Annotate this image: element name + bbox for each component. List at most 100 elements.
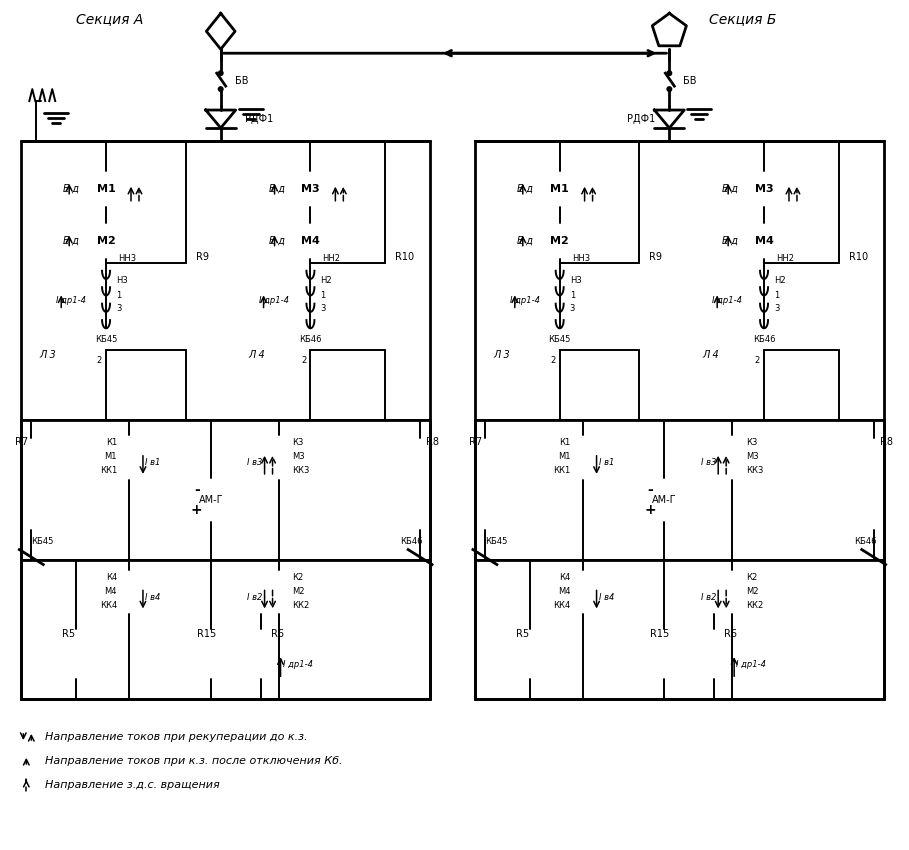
Text: М4: М4 (754, 235, 774, 246)
Text: К2: К2 (293, 573, 304, 582)
Text: 1: 1 (570, 291, 574, 300)
Circle shape (643, 478, 686, 522)
Text: РДФ1: РДФ1 (245, 114, 273, 124)
Text: 3: 3 (116, 304, 122, 313)
Bar (746, 328, 782, 350)
Circle shape (88, 223, 124, 258)
Text: Направление токов при рекуперации до к.з.: Направление токов при рекуперации до к.з… (45, 732, 308, 742)
Bar (270, 570, 287, 615)
Text: R15: R15 (651, 629, 670, 639)
Circle shape (102, 254, 110, 263)
Circle shape (306, 167, 315, 175)
Text: R7: R7 (15, 437, 28, 447)
Text: I др1-4: I др1-4 (283, 660, 313, 669)
Text: КБ45: КБ45 (484, 537, 507, 546)
Text: 2: 2 (551, 355, 555, 365)
Text: М2: М2 (746, 587, 759, 596)
Text: М4: М4 (301, 235, 320, 246)
Text: М2: М2 (550, 235, 569, 246)
Text: I в3: I в3 (247, 458, 263, 468)
Text: I в4: I в4 (145, 593, 160, 602)
Text: АМ-Г: АМ-Г (198, 495, 223, 505)
Text: Е д: Е д (722, 235, 738, 246)
Text: I в2: I в2 (247, 593, 263, 602)
Bar (708, 629, 720, 679)
Text: М1: М1 (96, 184, 115, 194)
Circle shape (306, 218, 315, 227)
Text: I др1-4: I др1-4 (258, 296, 288, 305)
Circle shape (293, 223, 328, 258)
Text: R9: R9 (649, 252, 663, 262)
Circle shape (88, 171, 124, 207)
Text: М2: М2 (293, 587, 305, 596)
Text: -: - (194, 483, 200, 496)
Bar (542, 328, 577, 350)
Text: +: + (191, 502, 203, 517)
Bar (379, 263, 391, 350)
Text: Е д: Е д (517, 235, 533, 246)
Text: АМ-Г: АМ-Г (652, 495, 676, 505)
Text: К1: К1 (105, 439, 117, 447)
Text: Л 4: Л 4 (703, 350, 719, 360)
Circle shape (218, 71, 224, 76)
Text: R10: R10 (849, 252, 868, 262)
Circle shape (746, 171, 782, 207)
Text: КБ46: КБ46 (854, 537, 876, 546)
Text: К2: К2 (746, 573, 757, 582)
Circle shape (542, 171, 577, 207)
Text: М3: М3 (746, 452, 759, 462)
Text: К3: К3 (293, 439, 304, 447)
Text: НН2: НН2 (776, 254, 794, 263)
Bar (293, 328, 328, 350)
Text: Е д: Е д (722, 184, 738, 194)
Text: КБ45: КБ45 (548, 335, 571, 343)
Text: БВ: БВ (684, 76, 697, 86)
Circle shape (666, 86, 673, 92)
Text: НН3: НН3 (118, 254, 136, 263)
Bar (524, 629, 535, 679)
Text: 3: 3 (774, 304, 779, 313)
Circle shape (306, 203, 315, 211)
Circle shape (102, 167, 110, 175)
Text: R9: R9 (195, 252, 209, 262)
Text: R10: R10 (395, 252, 415, 262)
Text: М3: М3 (293, 452, 305, 462)
Text: НН2: НН2 (323, 254, 340, 263)
Text: Направление з.д.с. вращения: Направление з.д.с. вращения (45, 779, 220, 790)
Text: R8: R8 (426, 437, 439, 447)
Circle shape (760, 254, 768, 263)
Text: Л 3: Л 3 (493, 350, 510, 360)
Circle shape (760, 167, 768, 175)
Text: М4: М4 (105, 587, 117, 596)
Bar (658, 629, 670, 679)
Bar (415, 438, 426, 530)
Bar (574, 435, 592, 479)
Text: I др1-4: I др1-4 (736, 660, 766, 669)
Text: К1: К1 (559, 439, 571, 447)
Text: R8: R8 (880, 437, 893, 447)
Text: К4: К4 (105, 573, 117, 582)
Text: R5: R5 (515, 629, 529, 639)
Text: Е д: Е д (268, 184, 285, 194)
Text: Н2: Н2 (320, 276, 332, 285)
Text: I в1: I в1 (145, 458, 160, 468)
Circle shape (189, 478, 233, 522)
Text: I др1-4: I др1-4 (713, 296, 743, 305)
Text: Секция Б: Секция Б (709, 13, 776, 26)
Text: К4: К4 (559, 573, 571, 582)
Text: I др1-4: I др1-4 (510, 296, 540, 305)
Bar (70, 629, 82, 679)
Circle shape (555, 203, 564, 211)
Circle shape (760, 218, 768, 227)
Circle shape (102, 203, 110, 211)
Text: Е д: Е д (64, 235, 79, 246)
Text: КК1: КК1 (100, 467, 117, 475)
Text: М1: М1 (550, 184, 569, 194)
Text: Е д: Е д (268, 235, 285, 246)
Bar (724, 570, 741, 615)
Text: КК1: КК1 (554, 467, 571, 475)
Text: КК4: КК4 (554, 601, 571, 610)
Text: М4: М4 (558, 587, 571, 596)
Circle shape (555, 254, 564, 263)
Circle shape (102, 218, 110, 227)
